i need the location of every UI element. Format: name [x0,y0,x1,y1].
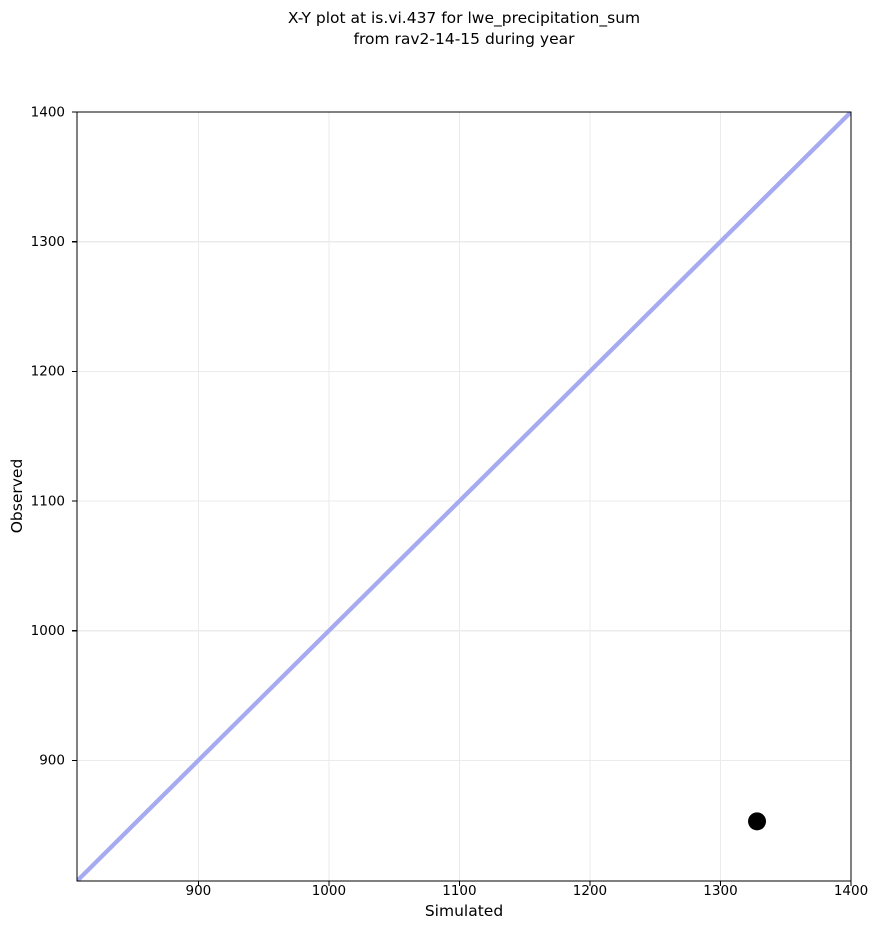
x-axis-label: Simulated [424,902,504,920]
x-tick-label: 1100 [442,883,476,899]
chart-title: X-Y plot at is.vi.437 for lwe_precipitat… [77,8,851,50]
y-tick-label: 1400 [31,104,65,120]
y-axis-label: Observed [8,458,26,534]
data-point [748,812,767,831]
identity-line [77,112,851,881]
x-tick-label: 900 [185,883,211,899]
x-tick-label: 1400 [834,883,868,899]
y-tick-label: 1200 [31,364,65,380]
x-tick-label: 1300 [703,883,737,899]
axes-spines [76,111,852,882]
data-layer [77,112,851,881]
y-tick-label: 1300 [31,234,65,250]
x-tick-label: 1200 [573,883,607,899]
y-tick-label: 1100 [31,493,65,509]
y-tick-label: 1000 [31,623,65,639]
y-tick-label: 900 [39,753,65,769]
chart-title-line1: X-Y plot at is.vi.437 for lwe_precipitat… [287,9,641,27]
chart-title-line2: from rav2-14-15 during year [353,30,575,48]
x-tick-label: 1000 [312,883,346,899]
